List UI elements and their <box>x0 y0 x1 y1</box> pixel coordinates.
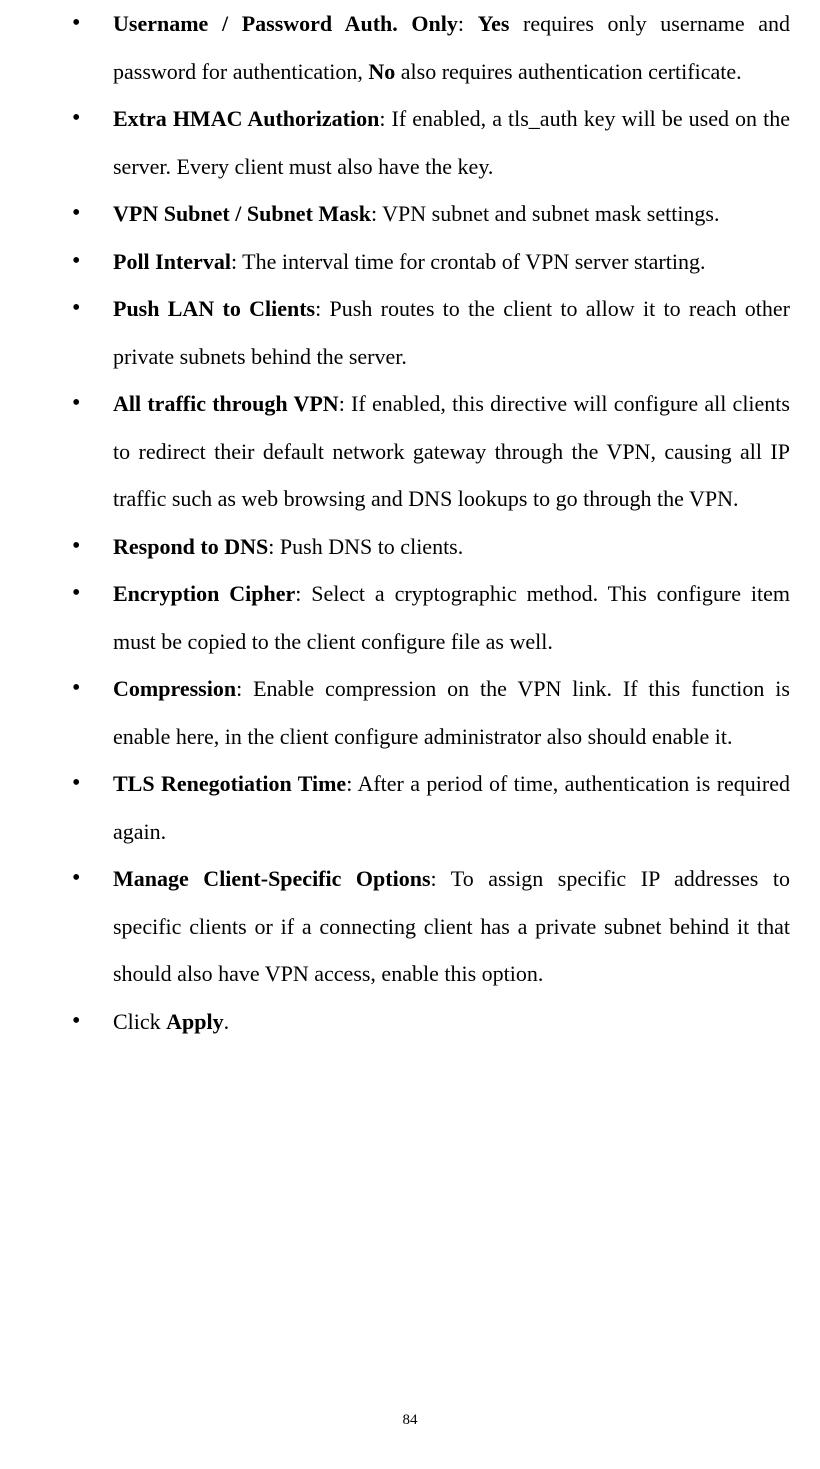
list-item: Username / Password Auth. Only: Yes requ… <box>60 0 790 95</box>
item-label: Compression <box>113 676 236 701</box>
item-label: Push LAN to Clients <box>113 296 315 321</box>
item-label: Manage Client-Specific Options <box>113 866 431 891</box>
item-sep: : <box>346 771 357 796</box>
item-desc: The interval time for crontab of VPN ser… <box>242 249 705 274</box>
item-prefix: Click <box>113 1009 166 1034</box>
list-item: Extra HMAC Authorization: If enabled, a … <box>60 95 790 190</box>
list-item: Compression: Enable compression on the V… <box>60 665 790 760</box>
item-label: Encryption Cipher <box>113 581 295 606</box>
item-yes: Yes <box>478 11 510 36</box>
item-sep: : <box>315 296 329 321</box>
list-item: Encryption Cipher: Select a cryptographi… <box>60 570 790 665</box>
item-sep: : <box>295 581 311 606</box>
list-item: Poll Interval: The interval time for cro… <box>60 238 790 286</box>
list-item: Respond to DNS: Push DNS to clients. <box>60 523 790 571</box>
item-text: also requires authentication certificate… <box>395 59 741 84</box>
item-no: No <box>368 59 395 84</box>
item-sep: : <box>268 534 280 559</box>
item-label: All traffic through VPN <box>113 391 339 416</box>
item-sep: : <box>379 106 391 131</box>
item-desc: Push DNS to clients. <box>280 534 463 559</box>
item-sep: : <box>371 201 382 226</box>
list-item: Click Apply. <box>60 998 790 1046</box>
document-page: Username / Password Auth. Only: Yes requ… <box>0 0 820 1469</box>
item-sep: : <box>339 391 351 416</box>
item-label: Username / Password Auth. Only <box>113 11 458 36</box>
list-item: VPN Subnet / Subnet Mask: VPN subnet and… <box>60 190 790 238</box>
item-label: Respond to DNS <box>113 534 268 559</box>
list-item: Push LAN to Clients: Push routes to the … <box>60 285 790 380</box>
item-desc: VPN subnet and subnet mask settings. <box>382 201 719 226</box>
page-number: 84 <box>0 1412 820 1429</box>
list-item: TLS Renegotiation Time: After a period o… <box>60 760 790 855</box>
item-sep: : <box>458 11 478 36</box>
item-suffix: . <box>224 1009 230 1034</box>
item-sep: : <box>231 249 242 274</box>
list-item: Manage Client-Specific Options: To assig… <box>60 855 790 998</box>
bullet-list: Username / Password Auth. Only: Yes requ… <box>60 0 790 1045</box>
item-label: VPN Subnet / Subnet Mask <box>113 201 371 226</box>
list-item: All traffic through VPN: If enabled, thi… <box>60 380 790 523</box>
item-sep: : <box>236 676 253 701</box>
item-sep: : <box>431 866 451 891</box>
item-label: Apply <box>166 1009 223 1034</box>
item-label: Poll Interval <box>113 249 231 274</box>
item-label: TLS Renegotiation Time <box>113 771 346 796</box>
item-label: Extra HMAC Authorization <box>113 106 379 131</box>
